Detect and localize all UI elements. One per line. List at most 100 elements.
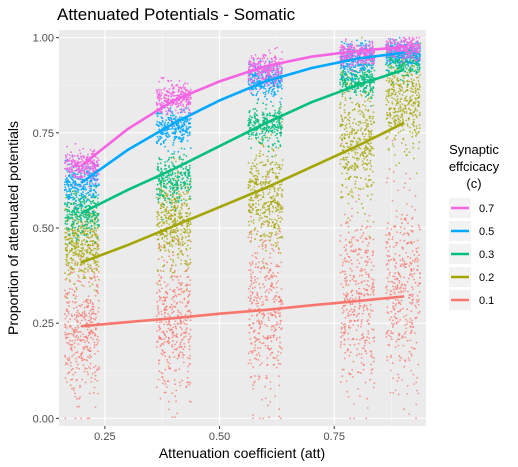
data-point <box>169 187 172 190</box>
data-point <box>80 319 83 322</box>
data-point <box>363 100 366 103</box>
data-point <box>66 342 68 344</box>
data-point <box>392 111 395 114</box>
data-point <box>385 69 388 72</box>
data-point <box>360 267 363 270</box>
data-point <box>359 305 362 308</box>
data-point <box>255 339 258 342</box>
data-point <box>275 286 278 289</box>
data-point <box>68 371 70 374</box>
data-point <box>411 88 414 91</box>
data-point <box>252 414 254 416</box>
data-point <box>165 285 168 288</box>
data-point <box>81 230 83 232</box>
data-point <box>155 321 158 323</box>
data-point <box>82 246 84 249</box>
data-point <box>250 220 253 223</box>
data-point <box>249 359 251 361</box>
data-point <box>392 225 395 228</box>
data-point <box>416 257 418 259</box>
data-point <box>362 307 365 309</box>
data-point <box>355 176 358 179</box>
data-point <box>273 310 276 313</box>
data-point <box>186 176 188 179</box>
data-point <box>415 135 417 137</box>
data-point <box>91 219 93 222</box>
data-point <box>176 206 179 209</box>
data-point <box>86 248 88 251</box>
data-point <box>178 355 181 357</box>
data-point <box>261 223 263 225</box>
data-point <box>401 222 403 225</box>
data-point <box>275 133 278 135</box>
data-point <box>71 349 73 352</box>
data-point <box>171 245 174 248</box>
data-point <box>276 205 279 208</box>
data-point <box>156 193 158 195</box>
data-point <box>389 290 392 293</box>
data-point <box>394 267 397 269</box>
data-point <box>343 213 346 216</box>
data-point <box>266 234 268 237</box>
data-point <box>405 154 408 157</box>
data-point <box>169 268 172 271</box>
data-point <box>415 417 417 420</box>
data-point <box>180 251 183 254</box>
data-point <box>267 271 270 274</box>
data-point <box>162 194 165 197</box>
data-point <box>351 311 354 314</box>
data-point <box>186 202 189 205</box>
data-point <box>67 321 70 324</box>
data-point <box>368 235 371 238</box>
data-point <box>248 269 250 271</box>
data-point <box>190 240 192 243</box>
data-point <box>262 182 265 185</box>
data-point <box>87 251 89 253</box>
data-point <box>394 110 397 113</box>
data-point <box>254 227 257 230</box>
data-point <box>414 108 417 111</box>
data-point <box>83 348 86 351</box>
data-point <box>263 314 266 316</box>
data-point <box>414 101 417 103</box>
data-point <box>360 270 363 272</box>
data-point <box>82 346 85 349</box>
data-point <box>276 121 278 123</box>
data-point <box>264 397 267 400</box>
data-point <box>367 129 370 132</box>
data-point <box>97 299 100 302</box>
data-point <box>86 322 89 325</box>
data-point <box>76 209 79 212</box>
data-point <box>411 295 413 298</box>
data-point <box>406 323 408 325</box>
data-point <box>366 261 369 264</box>
data-point <box>67 310 70 313</box>
data-point <box>373 69 376 72</box>
data-point <box>358 295 361 298</box>
data-point <box>248 231 251 234</box>
data-point <box>365 148 368 151</box>
data-point <box>359 113 362 115</box>
data-point <box>350 245 352 248</box>
data-point <box>83 213 85 216</box>
data-point <box>72 254 75 257</box>
data-point <box>169 258 172 261</box>
data-point <box>72 373 75 376</box>
data-point <box>360 94 363 97</box>
data-point <box>359 236 362 239</box>
data-point <box>247 220 250 223</box>
data-point <box>405 214 408 217</box>
data-point <box>80 270 83 272</box>
data-point <box>365 90 367 93</box>
data-point <box>94 334 96 337</box>
data-point <box>279 103 282 106</box>
data-point <box>267 160 269 163</box>
data-point <box>268 137 271 140</box>
data-point <box>392 319 394 322</box>
data-point <box>344 97 347 99</box>
data-point <box>367 249 370 252</box>
data-point <box>393 116 395 118</box>
data-point <box>165 192 168 195</box>
data-point <box>394 275 396 278</box>
data-point <box>397 273 400 275</box>
